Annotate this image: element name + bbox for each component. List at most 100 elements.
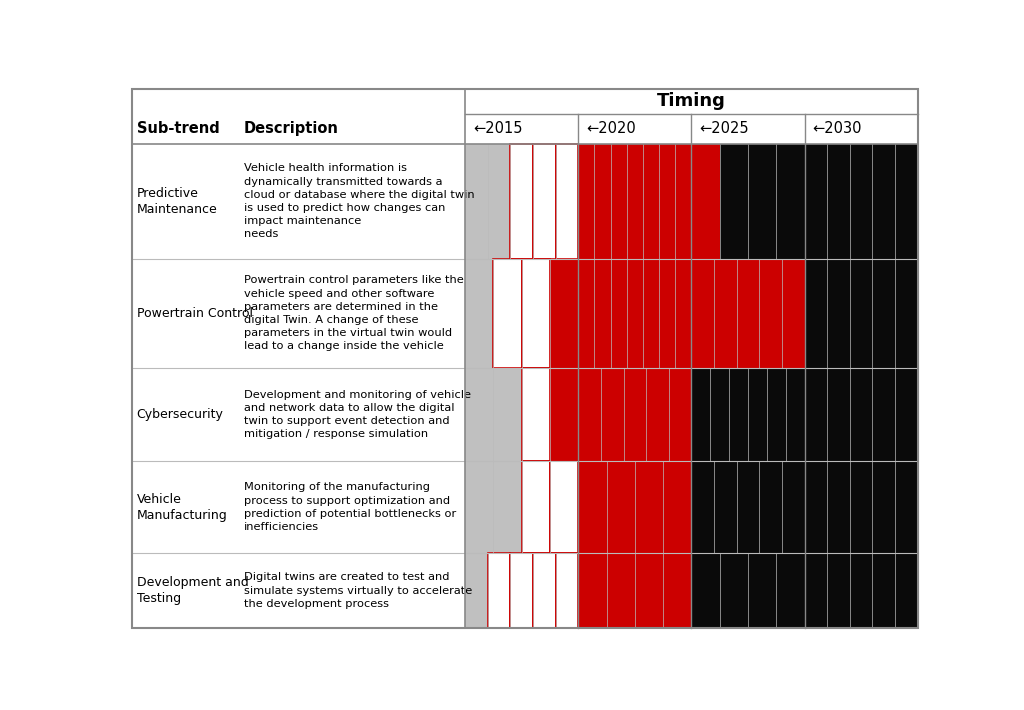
Text: Cybersecurity: Cybersecurity	[136, 408, 223, 421]
Bar	[664, 462, 691, 553]
Text: Powertrain Control: Powertrain Control	[136, 307, 253, 320]
Bar	[635, 462, 664, 553]
Bar	[748, 143, 776, 259]
Bar	[714, 462, 736, 553]
Bar	[805, 462, 827, 553]
Text: Development and monitoring of vehicle
and network data to allow the digital
twin: Development and monitoring of vehicle an…	[244, 390, 471, 439]
Bar	[579, 553, 606, 628]
Bar	[579, 368, 601, 462]
Bar	[767, 368, 785, 462]
Bar	[610, 143, 627, 259]
Text: ←2020: ←2020	[586, 121, 636, 136]
Text: Vehicle
Manufacturing: Vehicle Manufacturing	[136, 493, 227, 522]
Bar	[782, 462, 805, 553]
Text: ←2015: ←2015	[473, 121, 522, 136]
Text: Monitoring of the manufacturing
process to support optimization and
prediction o: Monitoring of the manufacturing process …	[244, 483, 456, 532]
Bar	[627, 143, 643, 259]
Bar	[736, 259, 760, 368]
Bar	[510, 143, 534, 259]
Bar	[827, 462, 850, 553]
Bar	[627, 259, 643, 368]
Bar	[606, 462, 635, 553]
Bar	[760, 462, 782, 553]
Bar	[487, 553, 510, 628]
Bar	[850, 553, 872, 628]
Bar	[601, 368, 624, 462]
Bar	[635, 553, 664, 628]
Text: Digital twins are created to test and
simulate systems virtually to accelerate
t: Digital twins are created to test and si…	[244, 572, 472, 609]
Bar	[872, 462, 895, 553]
Bar	[534, 143, 556, 259]
Bar	[675, 143, 691, 259]
Bar	[895, 368, 918, 462]
Bar	[729, 368, 748, 462]
Bar	[522, 259, 550, 368]
Text: Timing: Timing	[657, 92, 726, 110]
Bar	[494, 259, 522, 368]
Bar	[850, 368, 872, 462]
Bar	[776, 143, 805, 259]
Text: ←2030: ←2030	[812, 121, 862, 136]
Bar	[850, 259, 872, 368]
Bar	[805, 259, 827, 368]
Bar	[556, 143, 579, 259]
Bar	[720, 553, 748, 628]
Bar	[550, 368, 579, 462]
Bar	[736, 462, 760, 553]
Bar	[550, 259, 579, 368]
Bar	[494, 462, 522, 553]
Bar	[579, 259, 595, 368]
Text: Vehicle health information is
dynamically transmitted towards a
cloud or databas: Vehicle health information is dynamicall…	[244, 163, 474, 239]
Bar	[643, 143, 659, 259]
Text: Description: Description	[244, 121, 339, 136]
Bar	[669, 368, 691, 462]
Bar	[664, 553, 691, 628]
Bar	[550, 462, 579, 553]
Bar	[872, 259, 895, 368]
Bar	[714, 259, 736, 368]
Bar	[827, 143, 850, 259]
Bar	[748, 553, 776, 628]
Bar	[782, 259, 805, 368]
Bar	[691, 553, 720, 628]
Bar	[675, 259, 691, 368]
Text: Sub-trend: Sub-trend	[136, 121, 219, 136]
Bar	[487, 143, 510, 259]
Bar	[827, 368, 850, 462]
Bar	[805, 143, 827, 259]
Bar	[579, 143, 595, 259]
Bar	[606, 553, 635, 628]
Bar	[895, 143, 918, 259]
Bar	[465, 368, 494, 462]
Bar	[643, 259, 659, 368]
Bar	[691, 462, 714, 553]
Bar	[522, 462, 550, 553]
Bar	[720, 143, 748, 259]
Bar	[805, 553, 827, 628]
Bar	[595, 259, 610, 368]
Bar	[646, 368, 669, 462]
Text: Predictive
Maintenance: Predictive Maintenance	[136, 187, 217, 216]
Bar	[691, 143, 720, 259]
Bar	[465, 462, 494, 553]
Bar	[556, 553, 579, 628]
Bar	[595, 143, 610, 259]
Bar	[827, 553, 850, 628]
Bar	[785, 368, 805, 462]
Bar	[534, 553, 556, 628]
Bar	[895, 553, 918, 628]
Bar	[895, 259, 918, 368]
Bar	[494, 368, 522, 462]
Bar	[659, 143, 675, 259]
Bar	[691, 259, 714, 368]
Bar	[850, 143, 872, 259]
Bar	[465, 143, 487, 259]
Bar	[711, 368, 729, 462]
Bar	[610, 259, 627, 368]
Bar	[465, 553, 487, 628]
Bar	[510, 553, 534, 628]
Bar	[691, 368, 711, 462]
Bar	[465, 259, 494, 368]
Bar	[522, 368, 550, 462]
Bar	[872, 553, 895, 628]
